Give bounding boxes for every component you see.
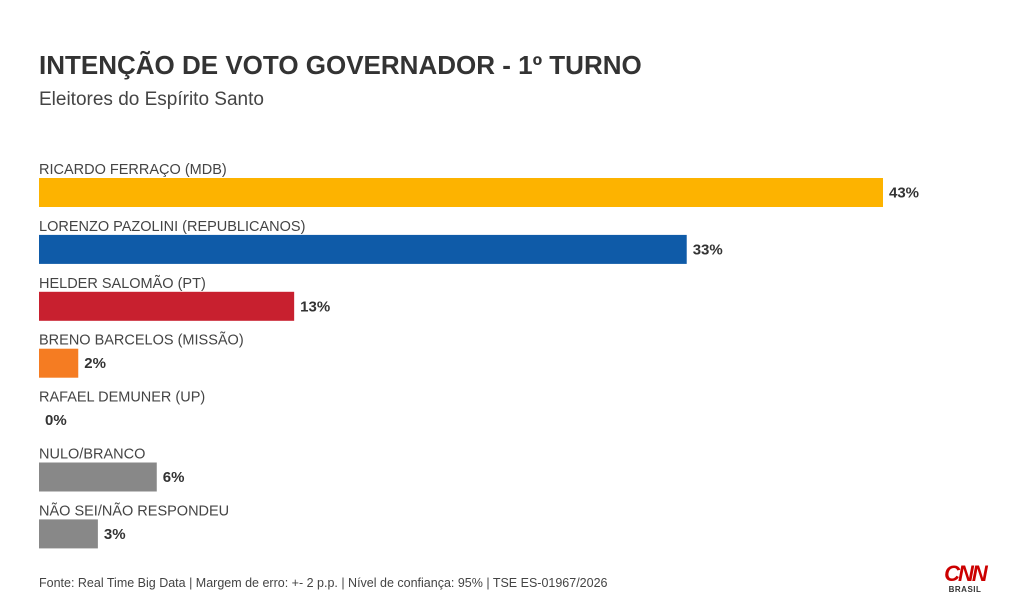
category-label: LORENZO PAZOLINI (REPUBLICANOS) (39, 219, 305, 235)
category-label: BRENO BARCELOS (MISSÃO) (39, 332, 244, 349)
bar (39, 178, 883, 207)
value-label: 43% (889, 185, 919, 202)
cnn-brasil-logo: CNN BRASIL (938, 563, 992, 599)
value-label: 13% (300, 298, 330, 315)
value-label: 6% (163, 469, 185, 486)
value-label: 2% (84, 355, 106, 372)
value-label: 0% (45, 412, 67, 429)
bar (39, 348, 79, 378)
logo-sub: BRASIL (948, 585, 982, 594)
category-label: RAFAEL DEMUNER (UP) (39, 390, 205, 406)
chart-title: INTENÇÃO DE VOTO GOVERNADOR - 1º TURNO (39, 50, 642, 80)
bar (39, 291, 295, 321)
source-footnote: Fonte: Real Time Big Data | Margem de er… (39, 576, 608, 590)
bar (39, 462, 157, 492)
category-label: NÃO SEI/NÃO RESPONDEU (39, 502, 229, 519)
bar (39, 234, 687, 264)
category-label: RICARDO FERRAÇO (MDB) (39, 162, 227, 178)
value-label: 3% (104, 526, 126, 543)
value-label: 33% (693, 241, 723, 258)
logo-brand: CNN (944, 561, 988, 586)
bar-chart: RICARDO FERRAÇO (MDB) 43% LORENZO PAZOLINI… (39, 162, 919, 549)
bar (39, 519, 98, 549)
chart-subtitle: Eleitores do Espírito Santo (39, 89, 264, 110)
category-label: NULO/BRANCO (39, 447, 145, 463)
category-label: HELDER SALOMÃO (PT) (39, 275, 206, 292)
